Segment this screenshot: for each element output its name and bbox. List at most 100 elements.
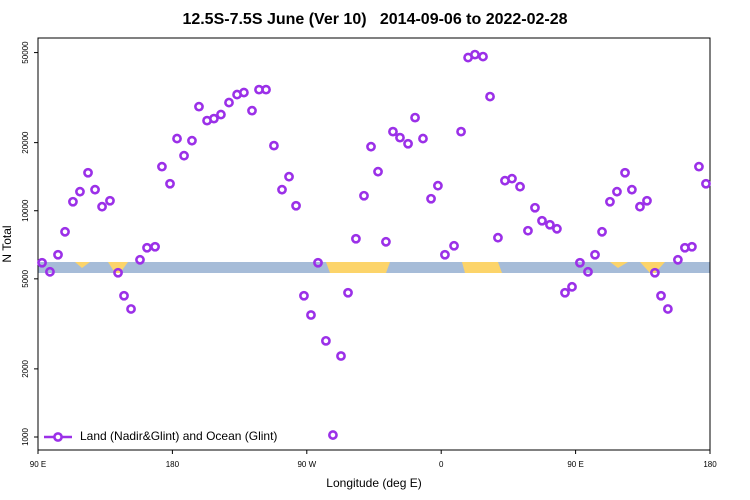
chart-title: 12.5S-7.5S June (Ver 10) 2014-09-06 to 2…: [182, 11, 567, 28]
y-tick-label: 5000: [21, 269, 30, 287]
y-tick-label: 10000: [21, 199, 30, 222]
data-point: [583, 266, 593, 277]
data-point: [523, 225, 533, 236]
data-point: [53, 249, 63, 260]
data-point: [373, 166, 383, 177]
data-point: [642, 195, 652, 206]
data-point: [135, 254, 145, 265]
data-point: [485, 91, 495, 102]
data-point: [590, 249, 600, 260]
data-point: [694, 161, 704, 172]
data-point: [426, 193, 436, 204]
data-point: [410, 112, 420, 123]
data-point: [478, 51, 488, 62]
data-point: [328, 430, 338, 440]
y-axis-label: N Total: [0, 225, 14, 262]
data-point: [567, 281, 577, 292]
x-tick-label: 90 E: [567, 460, 583, 469]
y-tick-label: 2000: [21, 359, 30, 377]
y-tick-label: 1000: [21, 428, 30, 446]
data-point: [150, 241, 160, 252]
land-band: [640, 262, 665, 273]
land-band: [75, 262, 90, 268]
data-point: [537, 215, 547, 226]
legend-text: Land (Nadir&Glint) and Ocean (Glint): [80, 429, 277, 443]
data-point: [45, 266, 55, 277]
data-point: [552, 223, 562, 234]
data-point: [626, 184, 637, 195]
data-point: [68, 196, 78, 207]
data-point: [105, 195, 115, 206]
x-axis-label: Longitude (deg E): [326, 476, 421, 490]
data-point: [216, 109, 226, 120]
data-point: [440, 249, 450, 260]
data-point: [635, 201, 645, 212]
data-point: [656, 290, 666, 301]
data-point: [507, 173, 517, 184]
data-point: [119, 290, 129, 301]
data-point: [126, 304, 136, 314]
data-point: [470, 49, 480, 60]
legend-marker: [53, 432, 63, 442]
data-point: [277, 184, 287, 195]
data-point: [261, 84, 271, 95]
data-point: [560, 287, 570, 298]
data-point: [530, 202, 540, 213]
data-point: [701, 178, 711, 189]
x-tick-label: 180: [166, 460, 180, 469]
data-point: [75, 186, 85, 197]
data-point: [620, 167, 630, 178]
data-point: [306, 310, 316, 320]
data-point: [194, 101, 204, 112]
data-point: [299, 290, 309, 301]
data-point: [113, 267, 123, 278]
data-point: [142, 242, 152, 253]
data-point: [179, 150, 189, 161]
data-point: [456, 126, 466, 137]
data-point: [321, 335, 331, 346]
data-point: [165, 178, 175, 189]
x-tick-label: 0: [439, 460, 444, 469]
data-point: [612, 186, 622, 197]
data-point: [418, 133, 428, 144]
land-band: [462, 262, 502, 273]
data-point: [381, 236, 391, 247]
data-point: [649, 267, 660, 278]
data-point: [172, 133, 182, 144]
data-point: [284, 171, 294, 182]
data-point: [545, 219, 555, 230]
surface-band: [38, 262, 710, 273]
data-point: [247, 105, 257, 116]
data-point: [597, 226, 607, 237]
data-point: [291, 200, 301, 211]
data-point: [449, 240, 459, 251]
data-point: [37, 257, 47, 268]
land-band: [108, 262, 128, 273]
data-point: [395, 132, 405, 143]
data-point: [388, 126, 398, 137]
data-point: [672, 254, 683, 265]
data-point: [187, 135, 197, 146]
data-point: [83, 167, 93, 178]
land-band: [610, 262, 628, 268]
x-tick-label: 180: [703, 460, 717, 469]
data-point: [575, 257, 585, 268]
land-band: [326, 262, 390, 273]
data-point: [157, 161, 167, 172]
data-point: [336, 351, 346, 361]
x-tick-label: 90 W: [297, 460, 316, 469]
plot-frame: [37, 37, 711, 451]
data-point: [403, 138, 413, 149]
data-point: [359, 190, 369, 201]
data-point: [343, 287, 353, 298]
data-point: [239, 87, 249, 98]
data-point: [269, 140, 279, 151]
data-point: [366, 141, 376, 152]
data-point: [60, 226, 70, 237]
data-point: [433, 180, 443, 191]
data-point: [662, 304, 673, 314]
data-point: [515, 181, 525, 192]
data-point: [313, 257, 323, 268]
data-point: [209, 113, 219, 124]
